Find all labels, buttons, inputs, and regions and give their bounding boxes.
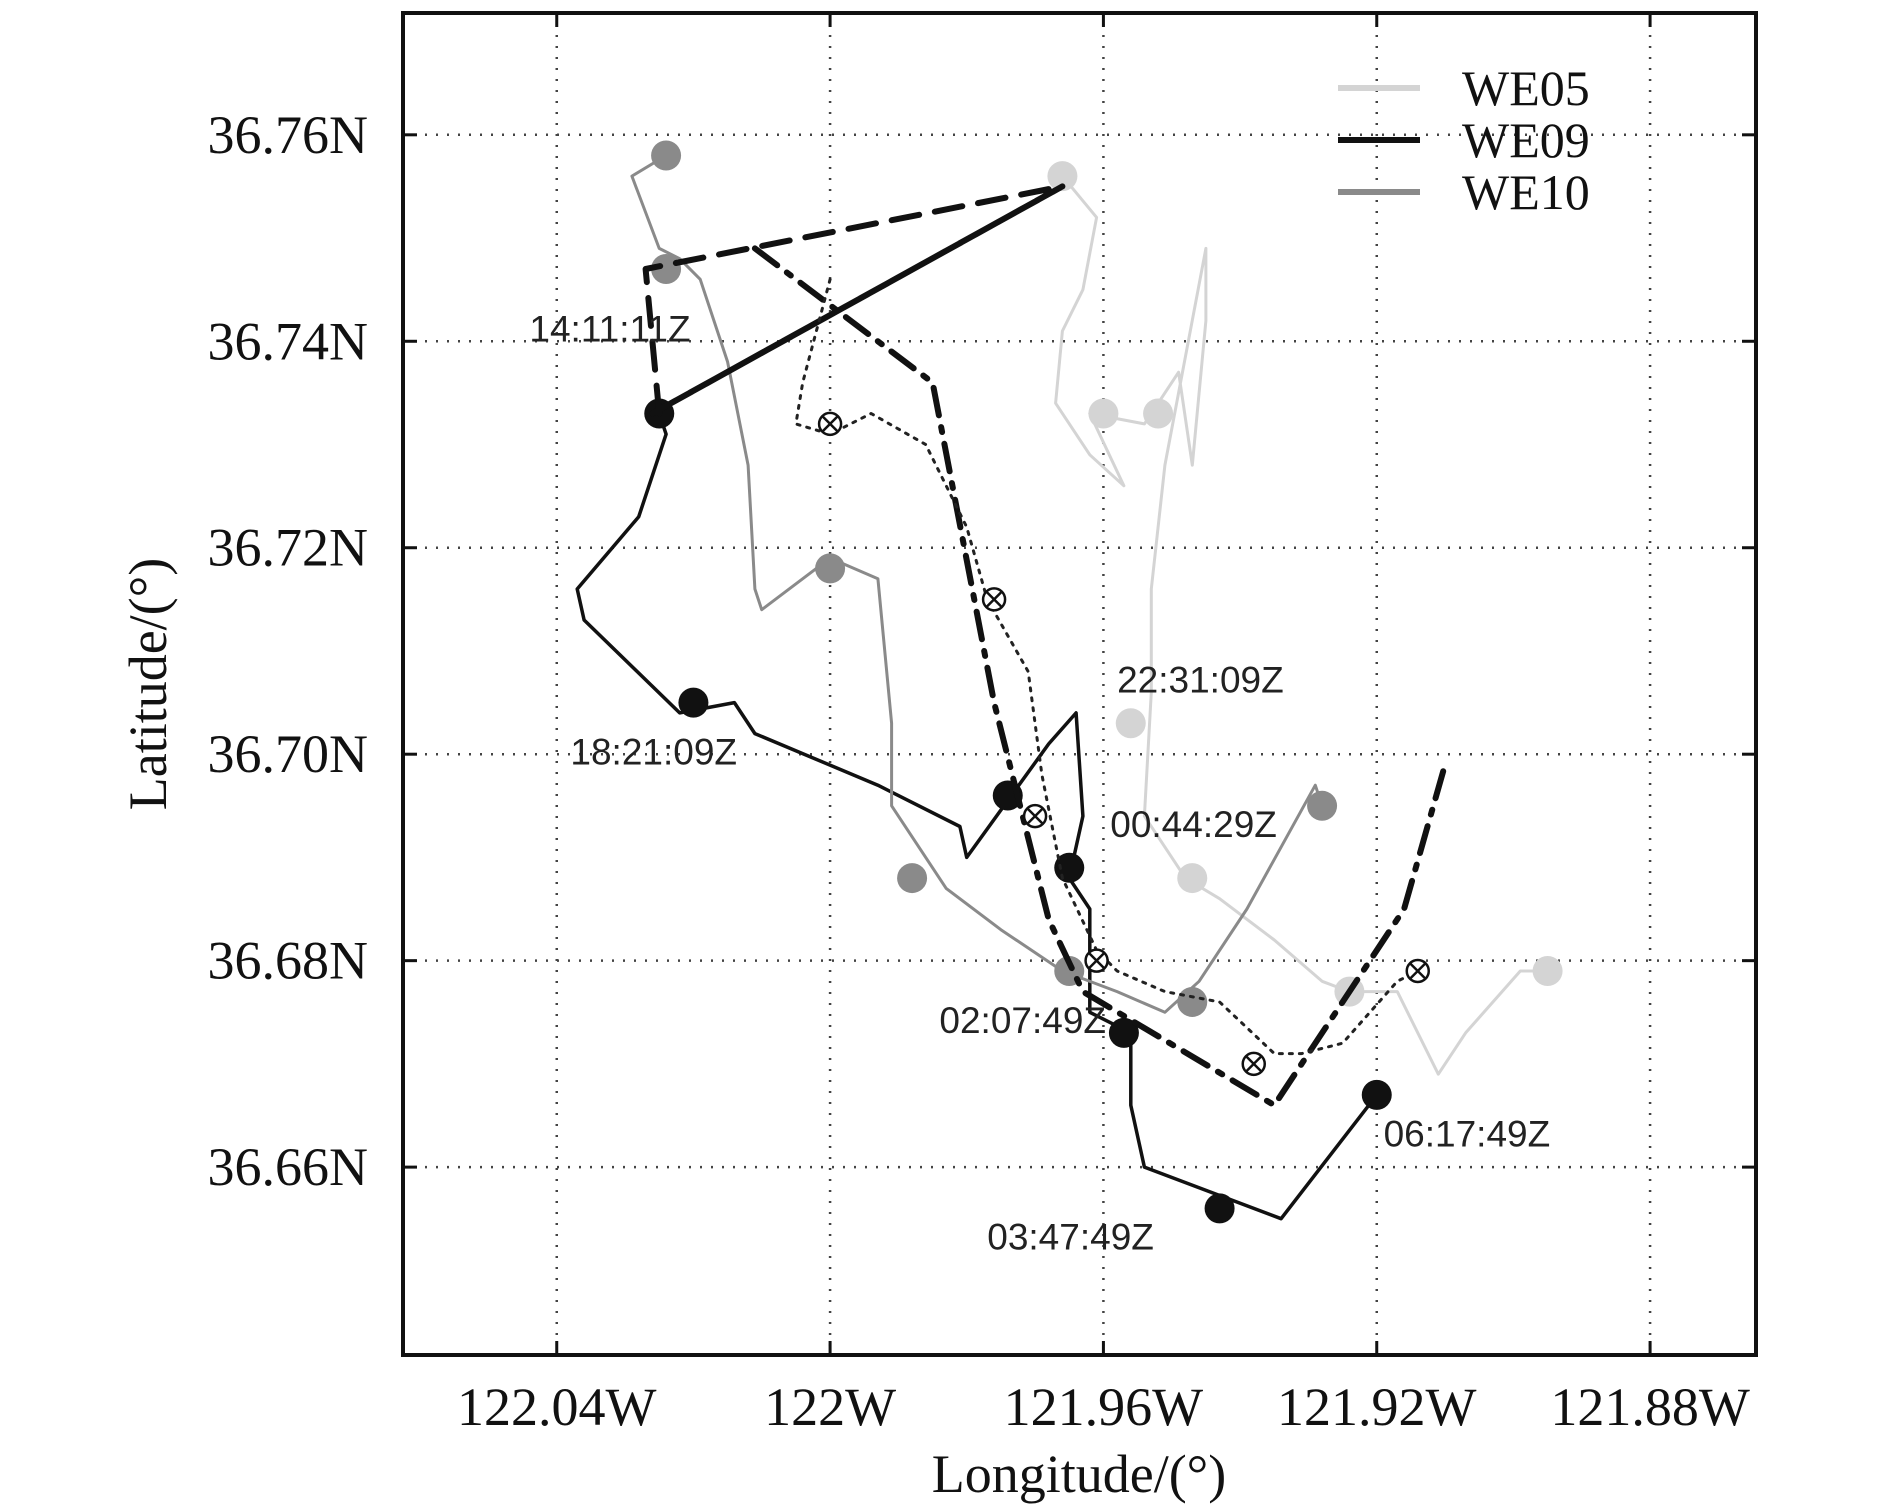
marker-cross: [821, 415, 839, 433]
data-point: [897, 863, 928, 894]
series-we10: [630, 140, 1338, 1017]
y-tick-label: 36.76N: [208, 105, 369, 165]
time-annotation: 22:31:09Z: [1117, 659, 1284, 700]
grid-layer: [403, 13, 1756, 1355]
x-tick-label: 122.04W: [457, 1377, 657, 1437]
y-tick-label: 36.68N: [208, 931, 369, 991]
tick-label-layer: 122.04W 122W 121.96W 121.92W 121.88W 36.66N 36…: [208, 105, 1750, 1437]
data-point: [1532, 955, 1563, 986]
data-point: [1108, 1017, 1139, 1048]
legend-label-we05: WE05: [1462, 60, 1590, 116]
series-line: [575, 411, 1379, 1221]
plot-frame: [401, 11, 1758, 1357]
x-tick-label: 121.88W: [1550, 1377, 1750, 1437]
series-line: [630, 154, 1324, 1014]
data-point: [1177, 863, 1208, 894]
marker-cross: [1409, 962, 1427, 980]
data-point: [678, 687, 709, 718]
series-line: [1054, 174, 1550, 1076]
time-annotation: 14:11:11Z: [529, 308, 690, 349]
series-line: [642, 183, 1066, 417]
marker-cross: [1088, 952, 1105, 970]
time-annotation: 18:21:09Z: [570, 732, 737, 773]
marker-cross: [1026, 807, 1044, 825]
marker-cross: [1245, 1055, 1263, 1073]
y-tick-label: 36.74N: [208, 311, 369, 371]
legend-label-we10: WE10: [1462, 164, 1590, 220]
series-track-3: [642, 183, 1066, 417]
data-point: [1361, 1079, 1392, 1110]
y-tick-label: 36.70N: [208, 724, 369, 784]
y-tick-label: 36.66N: [208, 1137, 369, 1197]
x-tick-label: 121.96W: [1004, 1377, 1204, 1437]
time-annotation: 00:44:29Z: [1110, 804, 1277, 845]
data-point: [1307, 790, 1338, 821]
x-axis-title: Longitude/(°): [932, 1444, 1227, 1504]
data-point: [1204, 1193, 1235, 1224]
legend-label-we09: WE09: [1462, 112, 1590, 168]
y-tick-label: 36.72N: [208, 518, 369, 578]
marker-cross: [985, 590, 1003, 608]
data-point: [1047, 161, 1078, 192]
time-annotation: 02:07:49Z: [939, 1000, 1106, 1041]
data-point: [1088, 398, 1119, 429]
data-point: [1115, 708, 1146, 739]
annotation-layer: 14:11:11Z 18:21:09Z 22:31:09Z 00:44:29Z 02:0…: [529, 308, 1550, 1257]
series-track-5: [794, 277, 1430, 1077]
time-annotation: 06:17:49Z: [1384, 1113, 1551, 1154]
series-we05: [1047, 161, 1563, 1076]
data-point: [1143, 398, 1174, 429]
series-line: [751, 245, 1449, 1109]
data-point: [1177, 986, 1208, 1017]
data-point: [815, 553, 846, 584]
data-point: [651, 140, 682, 171]
time-annotation: 03:47:49Z: [987, 1217, 1154, 1258]
x-tick-label: 121.92W: [1277, 1377, 1477, 1437]
x-tick-label: 122W: [764, 1377, 896, 1437]
series-line: [794, 277, 1420, 1056]
series-layer: [575, 140, 1563, 1224]
series-track-4: [751, 245, 1449, 1109]
y-axis-title: Latitude/(°): [118, 558, 178, 811]
